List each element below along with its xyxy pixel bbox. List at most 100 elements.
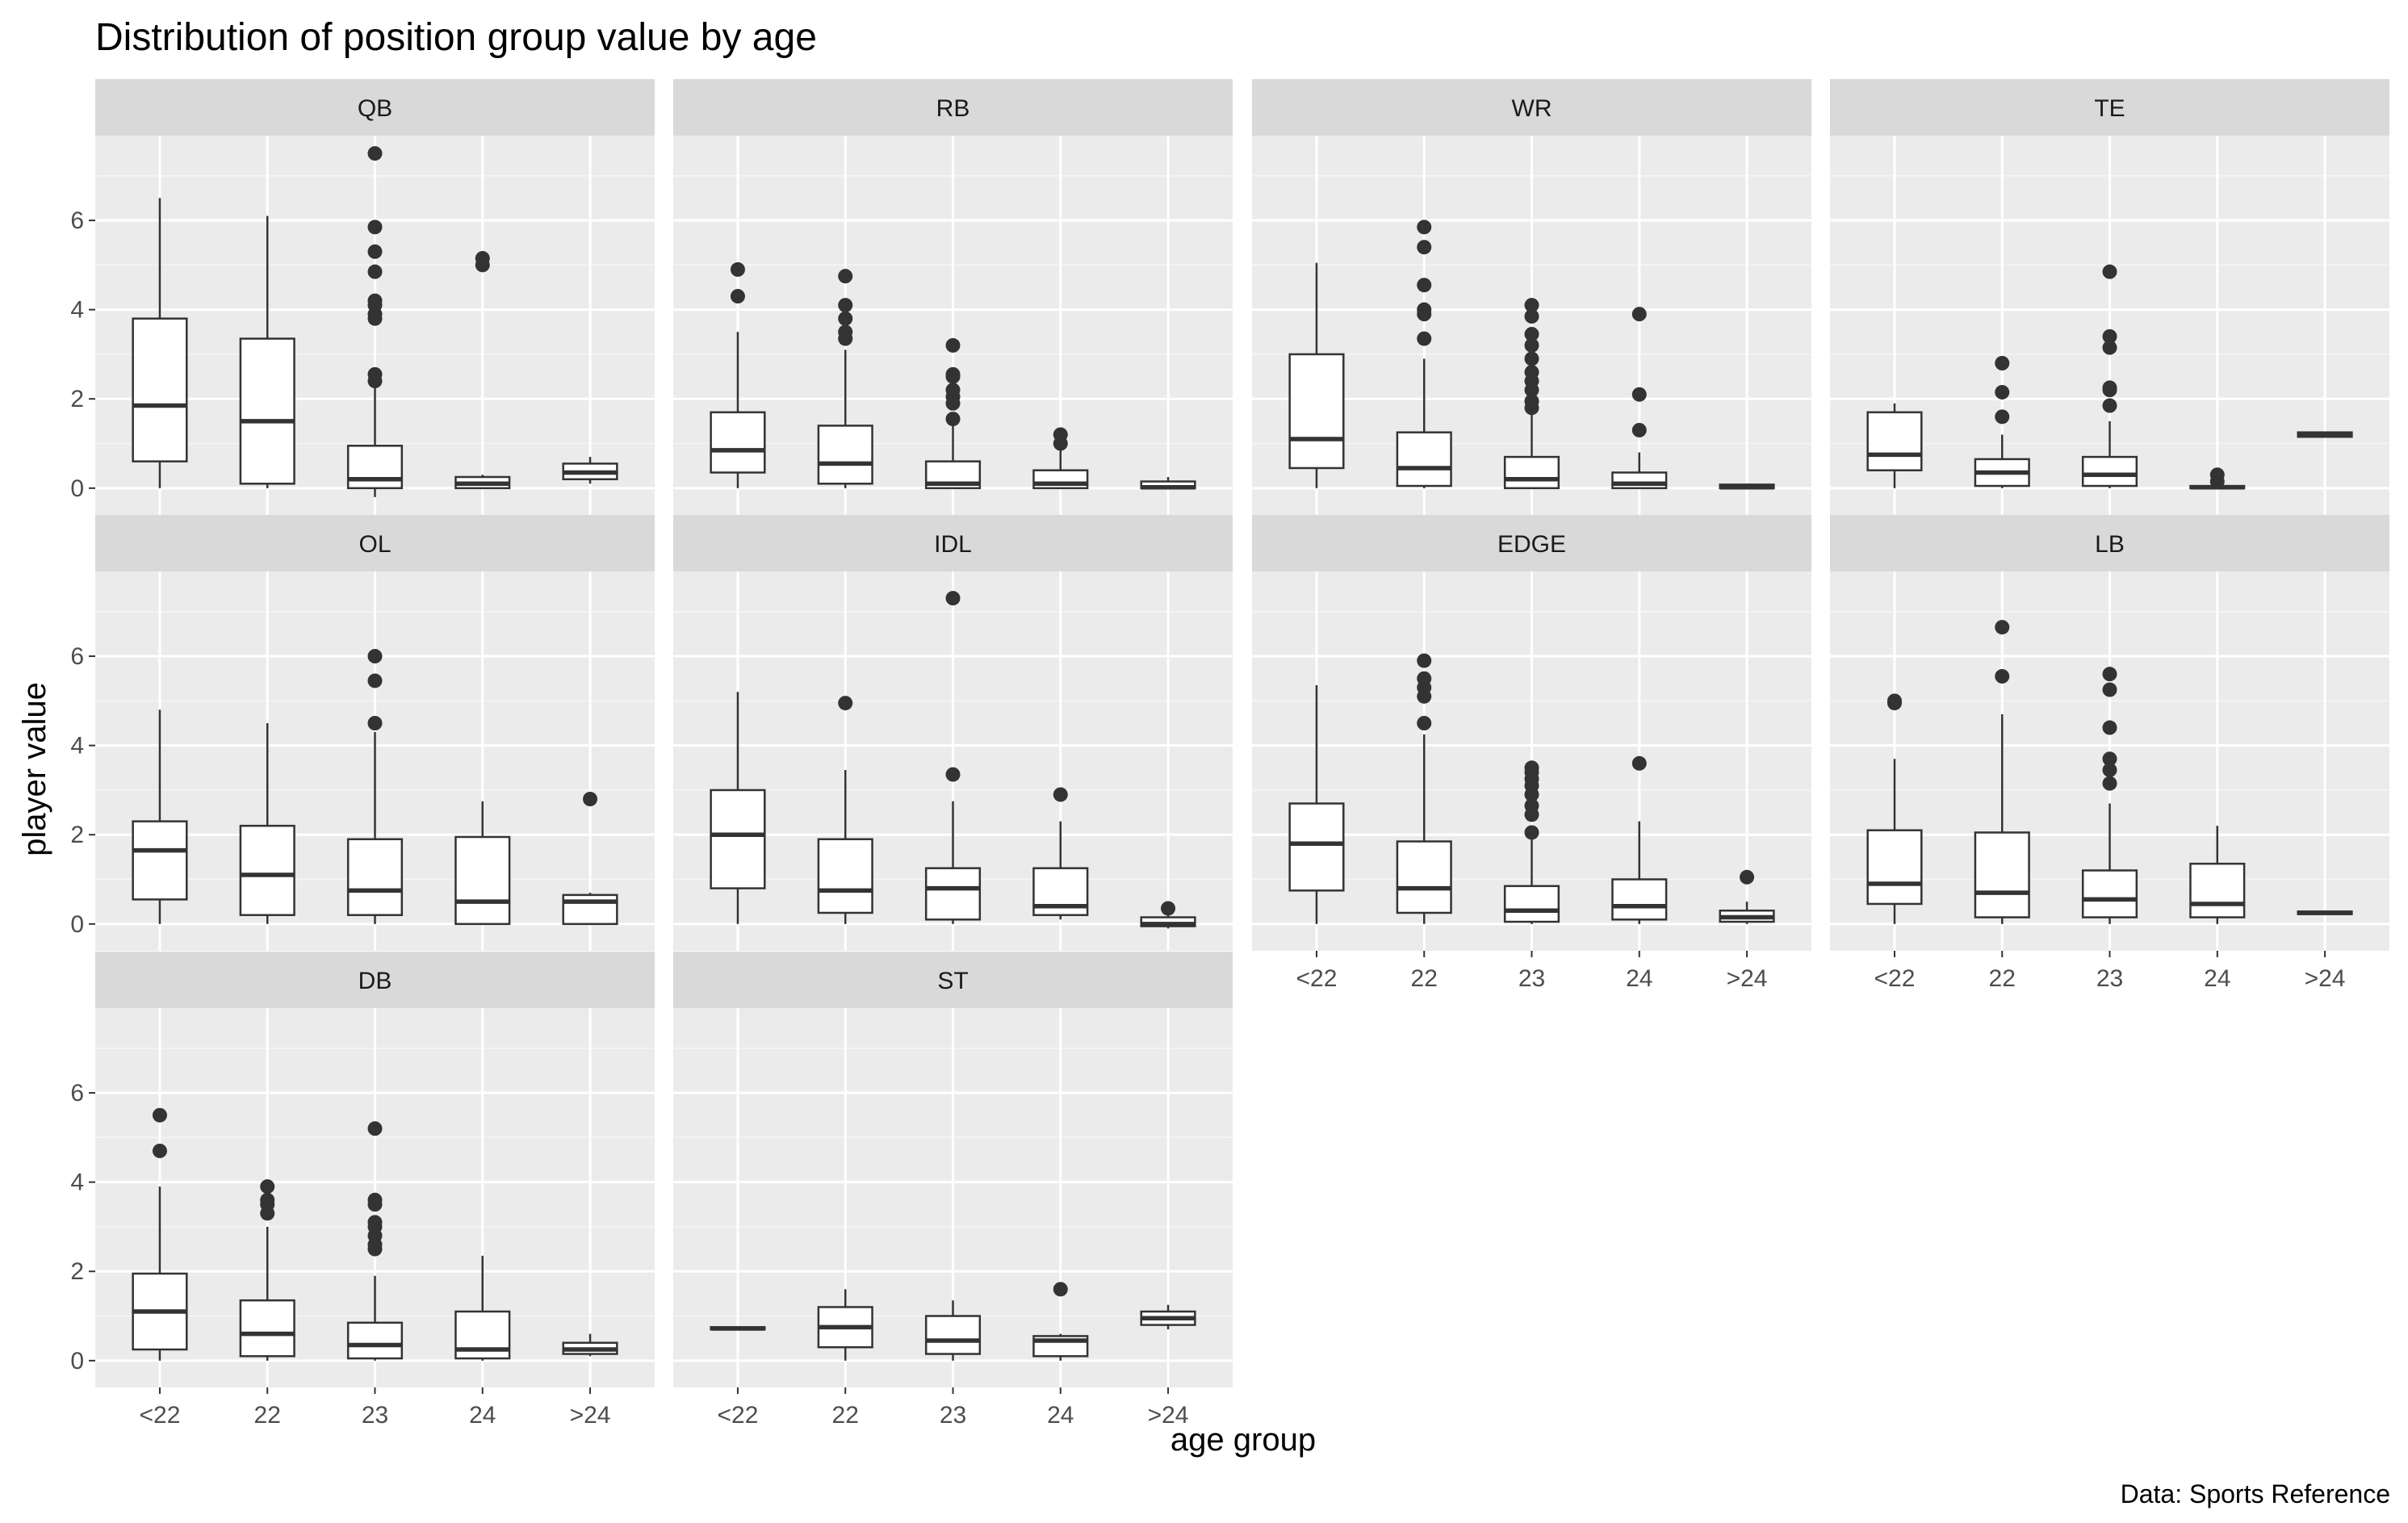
x-tick-label: 23 [2096, 965, 2123, 992]
box-te-3 [2189, 467, 2246, 490]
y-tick-label: 2 [70, 386, 84, 412]
facet-strip [673, 79, 1233, 136]
box-idl-4 [1140, 901, 1196, 929]
box-idl-2 [924, 591, 982, 924]
facet-label: TE [2094, 95, 2125, 122]
outlier-point [367, 1215, 383, 1230]
facet-label: LB [2095, 531, 2125, 558]
box-db-2 [346, 1121, 404, 1361]
box-wr-3 [1611, 307, 1668, 490]
outlier-point [1995, 668, 2010, 684]
y-tick-label: 2 [70, 1258, 84, 1285]
x-tick-label: <22 [718, 1402, 759, 1429]
y-tick-label: 2 [70, 822, 84, 848]
box-iqr [346, 445, 404, 490]
y-tick-label: 6 [70, 643, 84, 670]
facet-strip [1830, 515, 2389, 571]
outlier-point [367, 366, 383, 382]
outlier-point [2102, 667, 2117, 682]
box-idl-3 [1032, 787, 1089, 920]
box-iqr [239, 337, 295, 485]
outlier-point [152, 1107, 167, 1123]
facet-wr: WR [1252, 79, 1811, 515]
chart-title: Distribution of position group value by … [95, 16, 817, 59]
box-iqr [1866, 411, 1923, 471]
y-tick-label: 0 [70, 911, 84, 938]
x-tick-label: >24 [2305, 965, 2346, 992]
facet-strip [95, 79, 655, 136]
outlier-point [1995, 356, 2010, 370]
box-iqr [132, 820, 188, 901]
box-rb-4 [1140, 477, 1196, 490]
box-lb-2 [2081, 667, 2138, 924]
box-qb-1 [239, 215, 295, 488]
box-iqr [454, 835, 511, 926]
x-tick-label: 23 [1518, 965, 1545, 992]
outlier-point [367, 264, 383, 279]
facet-label: WR [1512, 95, 1552, 122]
outlier-point [1524, 298, 1539, 313]
box-iqr [132, 317, 188, 462]
box-edge-2 [1503, 760, 1560, 924]
outlier-point [367, 146, 383, 161]
outlier-point [1417, 220, 1432, 235]
box-rb-1 [817, 269, 873, 488]
box-wr-1 [1396, 220, 1452, 488]
outlier-point [838, 298, 853, 313]
box-lb-0 [1866, 693, 1923, 924]
outlier-point [838, 696, 853, 711]
outlier-point [367, 1121, 383, 1136]
facet-strip [1252, 515, 1811, 571]
box-edge-0 [1288, 685, 1345, 924]
box-wr-0 [1288, 262, 1345, 488]
box-db-0 [132, 1107, 188, 1361]
box-iqr [1396, 840, 1452, 914]
box-iqr [239, 824, 295, 917]
outlier-point [367, 293, 383, 308]
facet-label: OL [358, 531, 391, 558]
y-tick-label: 0 [70, 1348, 84, 1374]
outlier-point [1161, 901, 1176, 916]
outlier-point [367, 716, 383, 730]
y-tick-label: 6 [70, 1080, 84, 1107]
outlier-point [838, 324, 853, 340]
x-tick-label: >24 [1727, 965, 1768, 992]
box-st-4 [1140, 1304, 1196, 1330]
box-edge-3 [1611, 755, 1668, 924]
facet-te: TE [1830, 79, 2389, 515]
outlier-point [1995, 384, 2010, 400]
outlier-point [1417, 716, 1432, 730]
box-ol-1 [239, 723, 295, 924]
box-ol-3 [454, 801, 511, 926]
box-st-1 [817, 1289, 873, 1361]
outlier-point [2102, 380, 2117, 395]
box-iqr [2081, 455, 2138, 487]
box-iqr [817, 838, 873, 914]
facet-label: QB [358, 95, 392, 122]
outlier-point [838, 269, 853, 284]
box-edge-4 [1719, 869, 1775, 924]
box-st-3 [1032, 1282, 1089, 1361]
box-qb-2 [346, 146, 404, 497]
x-tick-label: 24 [1626, 965, 1652, 992]
box-qb-4 [562, 457, 618, 484]
outlier-point [2102, 340, 2117, 355]
facet-strip [1252, 79, 1811, 136]
box-te-4 [2297, 431, 2353, 438]
facet-label: ST [937, 968, 968, 994]
box-iqr [1866, 829, 1923, 906]
outlier-point [1524, 337, 1539, 353]
x-tick-label: 23 [940, 1402, 966, 1429]
facet-strip [1830, 79, 2389, 136]
box-qb-3 [454, 251, 511, 490]
outlier-point [2102, 398, 2117, 413]
x-tick-label: <22 [140, 1402, 181, 1429]
outlier-point [2209, 467, 2225, 483]
box-te-2 [2081, 264, 2138, 488]
x-tick-label: >24 [570, 1402, 611, 1429]
box-lb-4 [2297, 910, 2353, 915]
y-axis-title: player value [17, 682, 52, 856]
outlier-point [945, 767, 961, 782]
outlier-point [1995, 620, 2010, 635]
